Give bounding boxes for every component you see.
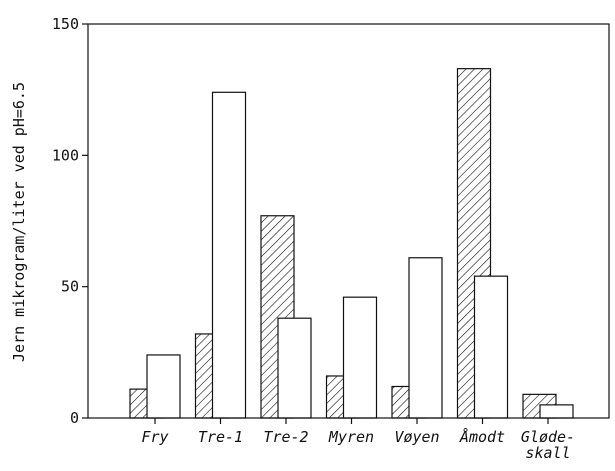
y-tick-label: 100 [52,146,79,164]
plot-frame [87,23,610,419]
open-bar [473,275,509,419]
y-tick-label: 50 [61,278,79,296]
x-tick-label-line: Myren [328,428,374,446]
x-tick-label-line: Tre-1 [198,428,243,446]
x-tick-label-line: Tre-2 [263,428,308,446]
x-tick-label-line: Vøyen [394,428,439,446]
x-tick-label-line: Åmodt [459,427,505,446]
y-axis-title: Jern mikrogram/liter ved pH=6.5 [10,82,28,362]
open-bar [211,91,247,419]
open-bar [277,317,312,419]
x-tick-label-line: skall [525,444,570,462]
x-tick-label: Tre-2 [263,428,308,446]
x-tick-label: Fry [141,428,168,446]
x-tick-label: Gløde-skall [521,428,575,462]
open-bar [539,404,574,419]
x-tick-label-line: Gløde- [521,428,575,446]
x-tick-label: Tre-1 [198,428,243,446]
y-tick-label: 150 [52,15,79,33]
x-tick-label: Myren [328,428,374,446]
open-bar [146,354,181,419]
x-tick-label: Vøyen [394,428,439,446]
open-bar [408,257,443,419]
x-tick-label-line: Fry [141,428,168,446]
open-bar [342,296,378,419]
y-tick-label: 0 [70,409,79,427]
x-tick-label: Åmodt [459,427,505,446]
